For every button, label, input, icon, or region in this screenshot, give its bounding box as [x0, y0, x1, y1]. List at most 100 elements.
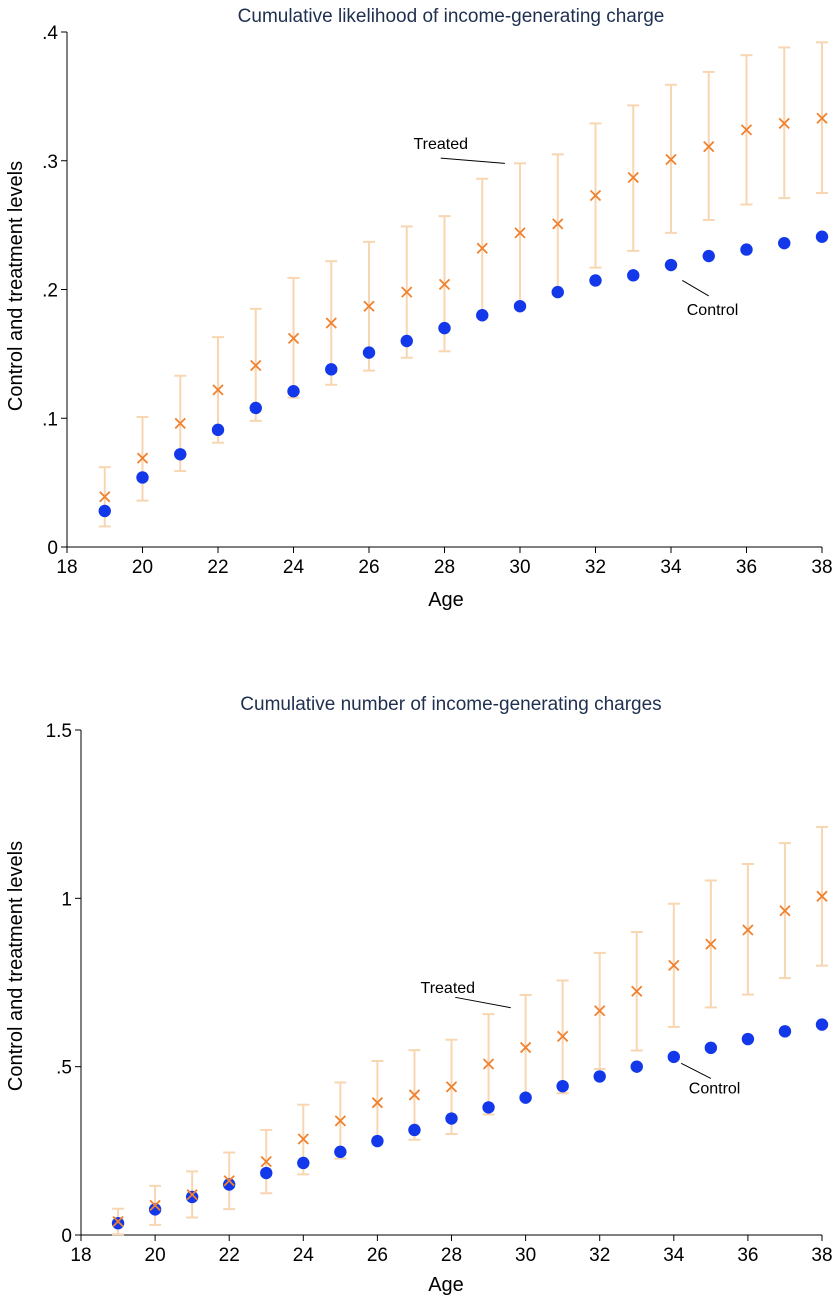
- chart-likelihood: Cumulative likelihood of income-generati…: [5, 6, 833, 611]
- y-tick-label: 0: [61, 1226, 72, 1247]
- x-tick-label: 30: [509, 557, 530, 578]
- control-point: [371, 1134, 384, 1148]
- chart-title: Cumulative number of income-generating c…: [240, 694, 661, 715]
- control-point: [482, 1101, 495, 1114]
- treated-point: [816, 112, 828, 124]
- y-tick-label: .3: [42, 152, 58, 173]
- control-point: [438, 321, 451, 335]
- treated-point: [482, 1058, 495, 1070]
- y-tick-label: .4: [42, 23, 58, 44]
- treated-point: [297, 1133, 309, 1145]
- treated-point: [668, 959, 680, 971]
- treated-point: [816, 890, 828, 902]
- control-point: [223, 1178, 236, 1191]
- x-tick-label: 18: [70, 1245, 91, 1266]
- treated-point: [99, 491, 111, 503]
- x-tick-label: 34: [660, 557, 682, 578]
- control-point: [815, 1018, 829, 1031]
- control-point: [136, 471, 149, 484]
- treated-point: [519, 1041, 532, 1054]
- control-point: [174, 448, 187, 461]
- control-point: [476, 309, 489, 322]
- x-axis-label: Age: [428, 1274, 464, 1296]
- x-tick-label: 20: [145, 1245, 166, 1266]
- x-tick-label: 18: [56, 557, 77, 578]
- control-point: [740, 243, 753, 256]
- x-tick-label: 32: [585, 557, 606, 578]
- treated-point: [250, 359, 262, 372]
- control-point: [325, 363, 338, 376]
- annotation-leader: [455, 996, 511, 1009]
- control-point: [667, 1050, 680, 1064]
- chart-number: Cumulative number of income-generating c…: [5, 694, 833, 1296]
- treated-point: [401, 286, 413, 298]
- treated-point: [325, 317, 337, 329]
- treated-point: [212, 384, 224, 396]
- y-tick-label: 0: [47, 538, 58, 559]
- treated-point: [552, 218, 564, 230]
- annotation-leader: [682, 280, 710, 297]
- x-tick-label: 38: [811, 557, 832, 578]
- control-point: [778, 1025, 792, 1038]
- y-tick-label: 1.5: [46, 721, 72, 742]
- control-point: [589, 274, 602, 287]
- treated-point: [371, 1097, 384, 1109]
- y-tick-label: 1: [61, 889, 72, 910]
- control-point: [445, 1112, 458, 1125]
- y-tick-label: .5: [56, 1058, 72, 1079]
- annotation-label: Treated: [413, 136, 468, 153]
- x-tick-label: 38: [811, 1245, 832, 1266]
- treated-point: [589, 189, 602, 202]
- treated-point: [778, 117, 790, 130]
- plot-area: 0 .5 1 1.5 18 20 22 24 26 28 30 32 34 36 38 Treated Cont…: [46, 721, 833, 1266]
- control-point: [704, 1041, 718, 1055]
- control-point: [400, 334, 413, 348]
- control-point: [630, 1060, 643, 1073]
- treated-point: [742, 924, 754, 936]
- treated-point: [705, 938, 717, 950]
- y-axis-label: Control and treatment levels: [5, 841, 27, 1091]
- x-tick-label: 26: [367, 1245, 388, 1266]
- control-point: [778, 236, 791, 250]
- control-point: [211, 423, 225, 437]
- x-axis-label: Age: [428, 589, 464, 611]
- treated-point: [287, 332, 300, 345]
- y-tick-label: .1: [42, 409, 58, 430]
- control-point: [362, 346, 376, 359]
- treated-point: [174, 417, 186, 430]
- control-point: [551, 285, 564, 299]
- x-tick-label: 24: [283, 557, 305, 578]
- control-point: [185, 1190, 199, 1204]
- treated-point: [445, 1081, 458, 1093]
- treated-point: [112, 1215, 124, 1228]
- control-point: [334, 1145, 347, 1159]
- chart-title: Cumulative likelihood of income-generati…: [238, 6, 665, 27]
- control-point: [249, 401, 262, 415]
- treated-point: [594, 1005, 606, 1017]
- y-tick-label: .2: [42, 281, 58, 302]
- treated-point: [334, 1115, 346, 1127]
- x-tick-label: 36: [737, 1245, 758, 1266]
- treated-point: [779, 905, 791, 917]
- treated-point: [514, 227, 526, 239]
- control-point: [556, 1079, 569, 1093]
- plot-area: 0 .1 .2 .3 .4 18 20 22 24 26 28 30 32 34 36 38 Treated Co…: [42, 23, 832, 578]
- treated-point: [665, 153, 677, 166]
- control-point: [148, 1203, 162, 1216]
- control-point: [519, 1091, 532, 1104]
- treated-point: [186, 1188, 198, 1201]
- control-point: [287, 385, 300, 398]
- x-tick-label: 22: [219, 1245, 240, 1266]
- annotation-label: Control: [687, 302, 739, 319]
- x-tick-label: 22: [207, 557, 228, 578]
- control-point: [593, 1070, 606, 1083]
- control-point: [260, 1166, 273, 1180]
- x-tick-label: 34: [663, 1245, 685, 1266]
- treated-point: [438, 278, 451, 290]
- treated-point: [476, 242, 488, 254]
- treated-point: [627, 171, 639, 184]
- treated-point: [631, 985, 643, 997]
- control-point: [513, 300, 527, 313]
